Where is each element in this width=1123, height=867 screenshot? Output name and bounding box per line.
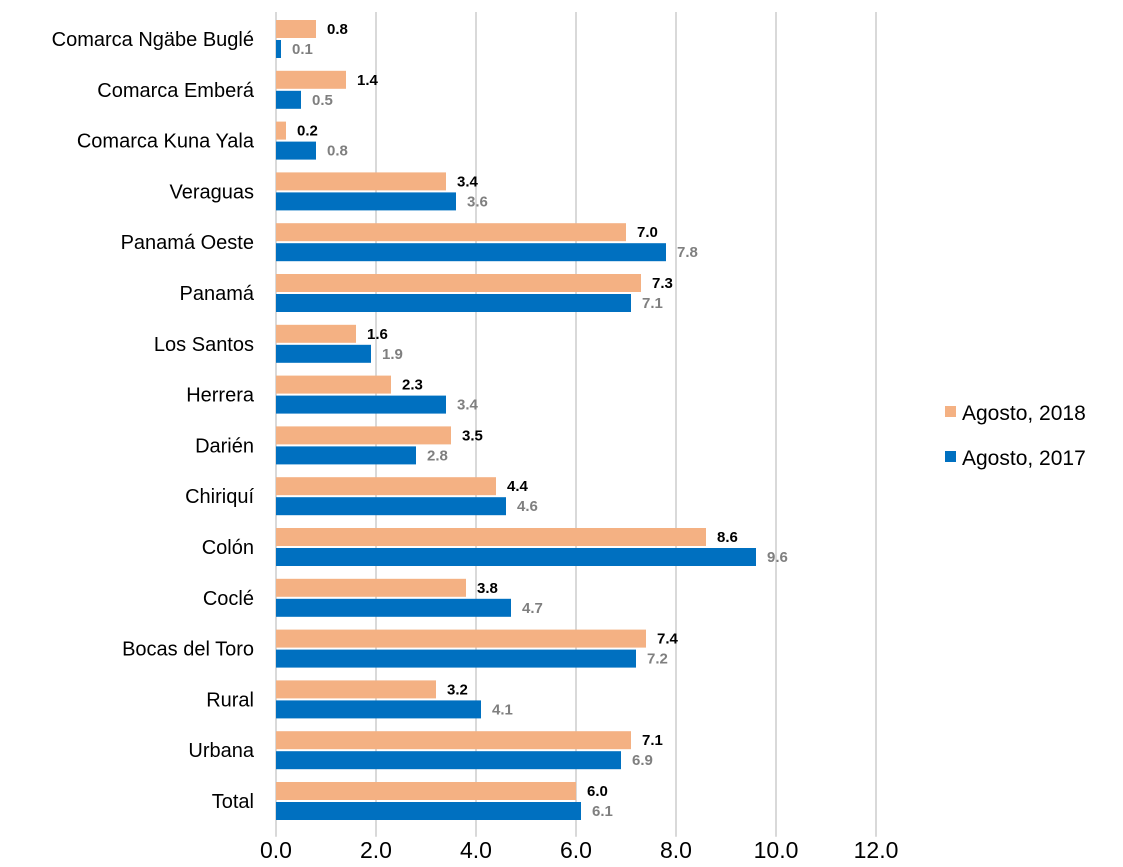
legend-label-agosto-2018: Agosto, 2018 — [962, 402, 1086, 425]
data-label-agosto-2018: 8.6 — [717, 529, 738, 546]
category-label: Panamá — [180, 283, 255, 305]
bar-agosto-2017 — [276, 751, 621, 770]
data-label-agosto-2018: 3.8 — [477, 580, 498, 597]
data-label-agosto-2018: 0.8 — [327, 21, 348, 38]
category-label: Total — [212, 791, 254, 813]
bar-agosto-2017 — [276, 598, 511, 617]
data-label-agosto-2017: 0.8 — [327, 143, 348, 160]
data-label-agosto-2017: 1.9 — [382, 346, 403, 363]
bar-agosto-2017 — [276, 344, 371, 363]
legend-label-agosto-2017: Agosto, 2017 — [962, 447, 1086, 470]
bar-agosto-2018 — [276, 680, 436, 699]
bar-agosto-2017 — [276, 192, 456, 211]
data-label-agosto-2017: 0.5 — [312, 92, 333, 109]
x-tick-label: 2.0 — [360, 837, 392, 863]
data-label-agosto-2018: 4.4 — [507, 478, 529, 495]
category-label: Coclé — [203, 588, 254, 610]
data-label-agosto-2017: 3.4 — [457, 397, 479, 414]
data-label-agosto-2018: 3.2 — [447, 681, 468, 698]
data-label-agosto-2018: 3.5 — [462, 427, 483, 444]
bar-agosto-2017 — [276, 395, 446, 414]
bar-agosto-2018 — [276, 528, 706, 546]
data-label-agosto-2017: 0.1 — [292, 41, 313, 58]
data-label-agosto-2017: 2.8 — [427, 447, 448, 464]
gridlines — [275, 12, 877, 837]
bar-agosto-2018 — [276, 20, 316, 38]
category-label: Comarca Kuna Yala — [77, 131, 255, 153]
bar-agosto-2018 — [276, 223, 626, 242]
data-label-agosto-2017: 6.9 — [632, 752, 653, 769]
data-label-agosto-2017: 7.8 — [677, 244, 698, 261]
bar-agosto-2018 — [276, 578, 466, 597]
x-tick-label: 8.0 — [660, 837, 692, 863]
x-axis-ticks: 0.0 2.0 4.0 6.0 8.0 10.0 12.0 — [260, 837, 898, 863]
bar-agosto-2017 — [276, 446, 416, 465]
bar-agosto-2018 — [276, 324, 356, 343]
x-tick-label: 0.0 — [260, 837, 292, 863]
bar-agosto-2018 — [276, 426, 451, 445]
category-label: Urbana — [188, 740, 254, 762]
bar-agosto-2018 — [276, 274, 641, 292]
data-label-agosto-2017: 4.1 — [492, 701, 513, 718]
bar-agosto-2017 — [276, 649, 636, 668]
data-label-agosto-2017: 7.2 — [647, 651, 668, 668]
data-label-agosto-2017: 3.6 — [467, 193, 488, 210]
category-label: Rural — [206, 689, 254, 711]
category-label: Comarca Emberá — [97, 80, 255, 102]
bar-agosto-2017 — [276, 700, 481, 719]
bar-agosto-2018 — [276, 782, 576, 800]
bar-agosto-2017 — [276, 90, 301, 109]
bar-agosto-2017 — [276, 802, 581, 820]
x-tick-label: 12.0 — [854, 837, 899, 863]
bar-agosto-2018 — [276, 375, 391, 394]
bar-agosto-2018 — [276, 121, 286, 140]
bar-agosto-2018 — [276, 477, 496, 496]
bar-agosto-2017 — [276, 141, 316, 160]
category-label: Comarca Ngäbe Buglé — [52, 29, 254, 51]
bar-agosto-2018 — [276, 731, 631, 750]
legend: Agosto, 2018 Agosto, 2017 — [945, 402, 1086, 470]
bar-agosto-2018 — [276, 172, 446, 191]
data-label-agosto-2018: 7.3 — [652, 275, 673, 292]
data-label-agosto-2018: 1.6 — [367, 326, 388, 343]
data-label-agosto-2018: 1.4 — [357, 72, 379, 89]
bars: 0.8 0.1 1.4 0.5 0.2 0.8 3.4 3.6 7.0 7.87.3 7.1 1.6 1… — [276, 20, 788, 820]
category-labels: Comarca Ngäbe Buglé Comarca Emberá Comarca… — [52, 29, 255, 813]
x-tick-label: 6.0 — [560, 837, 592, 863]
legend-swatch-agosto-2018 — [945, 406, 956, 417]
bar-agosto-2018 — [276, 70, 346, 89]
data-label-agosto-2018: 7.1 — [642, 732, 663, 749]
x-tick-label: 10.0 — [754, 837, 799, 863]
bar-agosto-2017 — [276, 497, 506, 516]
bar-agosto-2017 — [276, 294, 631, 312]
bar-agosto-2017 — [276, 243, 666, 262]
data-label-agosto-2017: 7.1 — [642, 295, 663, 312]
category-label: Veraguas — [169, 181, 254, 203]
data-label-agosto-2018: 6.0 — [587, 783, 608, 800]
data-label-agosto-2018: 7.4 — [657, 631, 679, 648]
data-label-agosto-2018: 3.4 — [457, 173, 479, 190]
data-label-agosto-2017: 4.6 — [517, 498, 538, 515]
category-label: Colón — [202, 537, 254, 559]
data-label-agosto-2018: 7.0 — [637, 224, 658, 241]
category-label: Herrera — [186, 385, 255, 407]
data-label-agosto-2018: 0.2 — [297, 123, 318, 140]
data-label-agosto-2017: 9.6 — [767, 549, 788, 566]
bar-agosto-2018 — [276, 629, 646, 648]
category-label: Darién — [195, 435, 254, 457]
data-label-agosto-2018: 2.3 — [402, 377, 423, 394]
legend-swatch-agosto-2017 — [945, 451, 956, 462]
bar-agosto-2017 — [276, 548, 756, 566]
category-label: Panamá Oeste — [121, 232, 254, 254]
category-label: Chiriquí — [185, 486, 254, 508]
bar-agosto-2017 — [276, 40, 281, 58]
category-label: Los Santos — [154, 334, 254, 356]
category-label: Bocas del Toro — [122, 639, 254, 661]
data-label-agosto-2017: 4.7 — [522, 600, 543, 617]
x-tick-label: 4.0 — [460, 837, 492, 863]
data-label-agosto-2017: 6.1 — [592, 803, 613, 820]
